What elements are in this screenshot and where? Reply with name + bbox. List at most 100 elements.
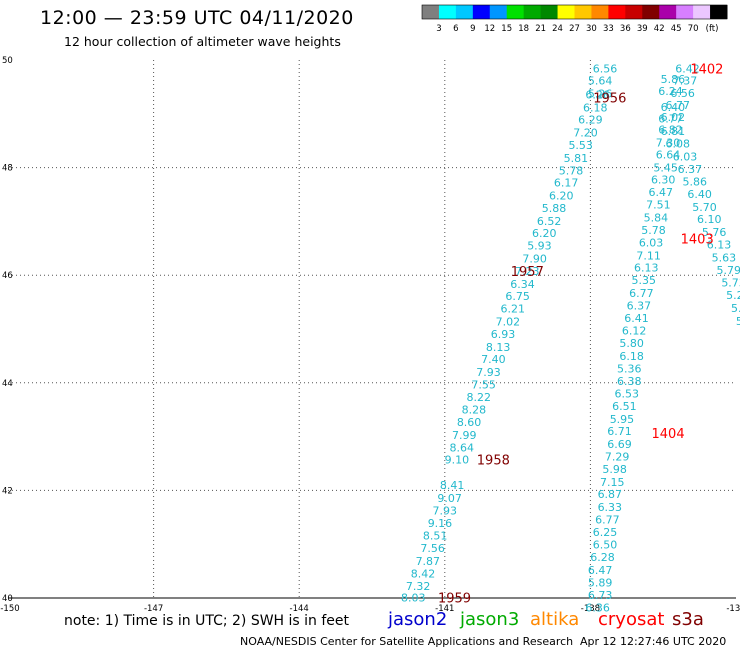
wave-height-label: 5.45 — [653, 162, 678, 175]
wave-height-label: 9.10 — [445, 454, 470, 467]
time-annotation: 1402 — [690, 63, 723, 78]
wave-height-label: 6.12 — [622, 325, 647, 338]
wave-height-label: 8.03 — [401, 591, 426, 604]
wave-height-label: 9.07 — [437, 492, 462, 505]
wave-height-label: 5.89 — [588, 576, 613, 589]
footer-note: note: 1) Time is in UTC; 2) SWH is in fe… — [64, 613, 350, 629]
wave-height-label: 7.23 — [515, 265, 540, 278]
legend-tick-label: 6 — [453, 24, 458, 34]
wave-height-label: 6.75 — [505, 290, 530, 303]
wave-height-label: 6.73 — [588, 589, 613, 602]
credit-text: NOAA/NESDIS Center for Satellite Applica… — [240, 635, 574, 648]
wave-height-label: 6.28 — [590, 551, 615, 564]
wave-height-label: 6.81 — [661, 125, 686, 138]
wave-height-label: 6.71 — [607, 425, 632, 438]
wave-height-label: 6.53 — [615, 388, 640, 401]
wave-height-label: 6.10 — [697, 213, 722, 226]
legend-tick-label: 9 — [470, 24, 475, 34]
wave-height-label: 6.03 — [639, 236, 664, 249]
legend-swatch — [557, 5, 575, 19]
wave-height-label: 6.40 — [661, 101, 686, 114]
legend-border — [421, 4, 728, 20]
legend-swatch — [422, 5, 440, 19]
legend-swatch — [540, 5, 559, 19]
legend-tick-label: 42 — [654, 24, 665, 34]
wave-height-label: 5.80 — [619, 337, 644, 350]
wave-height-label: 6.93 — [491, 328, 516, 341]
legend-swatch — [608, 5, 626, 19]
wave-height-label: 6.13 — [707, 239, 732, 252]
satellite-jason2-label: jason2 — [388, 609, 448, 630]
x-tick-label: -144 — [290, 604, 309, 614]
y-tick-label: 46 — [2, 271, 13, 281]
legend-swatch — [625, 5, 643, 19]
wave-height-label: 6.37 — [627, 299, 652, 312]
annotations: 1956140219571421403195814041959 — [438, 63, 723, 607]
legend-swatch — [642, 5, 660, 19]
wave-height-label: 5.78 — [641, 224, 666, 237]
y-tick-label: 50 — [2, 56, 13, 66]
legend-tick-label: 27 — [569, 24, 580, 34]
wave-height-label: 5.86 — [682, 176, 707, 189]
wave-height-label: 6.41 — [624, 312, 649, 325]
wave-height-label: 6.50 — [593, 539, 618, 552]
wave-height-label: 5.35 — [632, 274, 657, 287]
wave-height-label: 6.42 — [675, 63, 700, 76]
wave-height-label: 7.99 — [452, 429, 477, 442]
wave-height-label: 5.88 — [542, 202, 567, 215]
y-tick-label: 48 — [2, 164, 13, 174]
time-annotation: 1958 — [477, 454, 510, 469]
wave-height-label: 7.30 — [656, 136, 681, 149]
legend-swatch — [523, 5, 542, 19]
wave-height-label: 5.64 — [588, 74, 613, 87]
legend-swatch — [438, 5, 457, 19]
x-tick-label: -135 — [726, 604, 740, 614]
legend-swatch — [472, 5, 491, 19]
wave-height-label: 6.69 — [607, 438, 632, 451]
legend-unit-label: (ft) — [706, 24, 719, 34]
wave-height-label: 7.11 — [636, 249, 661, 262]
wave-height-label: 5.63 — [712, 251, 737, 264]
wave-height-label: 6.33 — [598, 501, 623, 514]
chart-subtitle: 12 hour collection of altimeter wave hei… — [64, 34, 341, 49]
wave-height-label: 6.08 — [666, 137, 691, 150]
legend-tick-label: 15 — [501, 24, 512, 34]
wave-height-label: 6.56 — [670, 87, 695, 100]
legend-swatch — [506, 5, 525, 19]
time-annotation: 1403 — [681, 233, 714, 248]
wave-height-label: 8.28 — [462, 404, 487, 417]
satellite-cryosat-label: cryosat — [598, 609, 665, 630]
wave-height-label: 7.55 — [471, 378, 496, 391]
wave-height-label: 5.53 — [568, 139, 593, 152]
legend-swatch — [676, 5, 694, 19]
legend-tick-label: 30 — [586, 24, 597, 34]
wave-height-label: 8.60 — [457, 416, 482, 429]
wave-height-label: 5.98 — [602, 463, 627, 476]
wave-height-label: 6.37 — [678, 163, 703, 176]
wave-height-label: 6.82 — [658, 123, 683, 136]
wave-height-label: 6.03 — [673, 150, 698, 163]
legend-tick-label: 18 — [518, 24, 529, 34]
wave-height-label: 7.40 — [481, 353, 506, 366]
wave-height-label: 7.51 — [646, 199, 671, 212]
legend-tick-label: 33 — [603, 24, 614, 34]
wave-height-label: 6.30 — [651, 173, 676, 186]
legend-tick-label: 70 — [688, 24, 699, 34]
wave-height-label: 6.25 — [593, 526, 618, 539]
wave-height-label: 7.32 — [406, 580, 431, 593]
wave-height-label: 6.56 — [593, 63, 618, 76]
satellite-jason3-label: jason3 — [460, 609, 520, 630]
wave-height-label: 6.18 — [619, 350, 644, 363]
wave-height-label: 6.18 — [583, 101, 608, 114]
legend-swatch — [489, 5, 508, 19]
wave-height-label: 5.93 — [527, 240, 552, 253]
legend-tick-label: 12 — [484, 24, 495, 34]
color-legend: 3 6 9 12 15 18 21 24 27 30 33 36 39 42 45 70 (ft) — [421, 4, 728, 34]
timestamp: Apr 12 12:27:46 UTC 2020 — [580, 635, 727, 648]
time-annotation: 1956 — [593, 92, 626, 107]
wave-height-label: 8.41 — [440, 479, 465, 492]
legend-tick-label: 24 — [552, 24, 563, 34]
wave-height-label: 6.47 — [649, 186, 674, 199]
wave-height-label: 5.86 — [661, 73, 686, 86]
